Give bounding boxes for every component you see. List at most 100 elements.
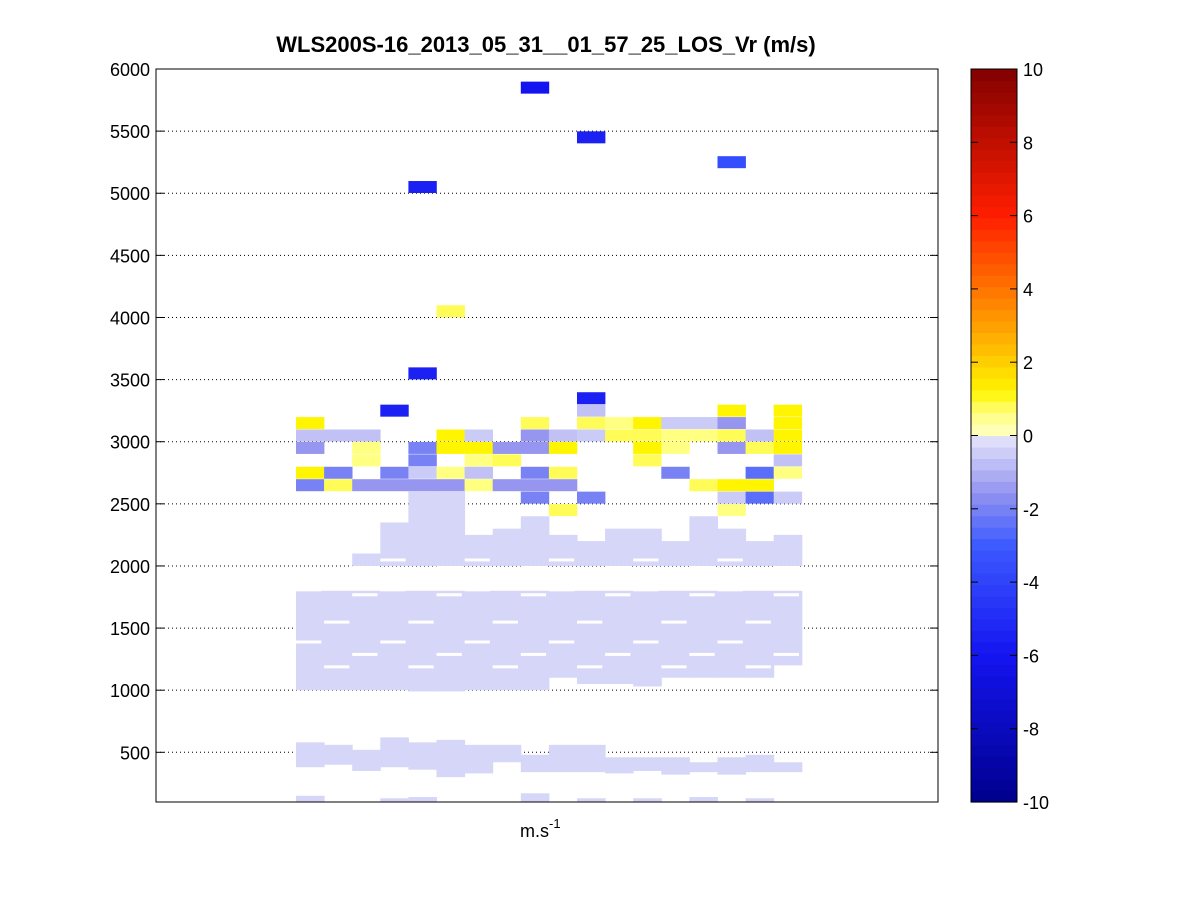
heatmap-gap: [296, 558, 322, 562]
heatmap-cell: [324, 466, 353, 479]
heatmap-cell: [492, 441, 522, 454]
colorbar-segment: [971, 779, 1017, 792]
heatmap-cell: [717, 441, 746, 454]
colorbar-tick-label: 8: [1023, 133, 1033, 153]
heatmap-gap: [633, 640, 659, 644]
colorbar-segment: [971, 527, 1017, 540]
colorbar-segment: [971, 653, 1017, 666]
heatmap-gap: [492, 620, 518, 624]
heatmap-gap: [464, 558, 490, 562]
heatmap-gap: [520, 593, 547, 597]
heatmap-cell: [577, 429, 606, 442]
colorbar-tick-label: -10: [1023, 793, 1049, 813]
heatmap-band: [436, 590, 466, 692]
heatmap-band: [661, 541, 690, 566]
colorbar-segment: [971, 160, 1017, 173]
colorbar-segment: [971, 320, 1017, 334]
heatmap-gap: [745, 620, 771, 624]
heatmap-cell: [520, 466, 550, 479]
x-axis-label: m.s-1: [520, 816, 561, 841]
heatmap-cell: [745, 466, 774, 479]
heatmap-gap: [492, 665, 518, 669]
heatmap-cell: [352, 441, 381, 454]
y-tick-label: 2000: [110, 557, 150, 577]
heatmap-gap: [380, 575, 406, 579]
heatmap-cell: [520, 491, 550, 504]
heatmap-cell: [577, 491, 606, 504]
colorbar-segment: [971, 206, 1017, 219]
heatmap-band: [689, 516, 718, 566]
heatmap-cell: [324, 429, 353, 442]
colorbar-segment: [971, 630, 1017, 643]
heatmap-band: [577, 744, 606, 773]
heatmap-cell: [520, 441, 550, 454]
heatmap-cell: [689, 417, 718, 430]
heatmap-gap: [464, 575, 490, 579]
heatmap-cell: [380, 466, 409, 479]
heatmap-cell: [380, 479, 409, 492]
colorbar-segment: [971, 790, 1017, 803]
heatmap-band: [633, 798, 662, 802]
heatmap-band: [577, 541, 606, 566]
heatmap-cell: [577, 417, 606, 430]
x-axis-label-base: m.s: [520, 821, 549, 841]
colorbar-segment: [971, 137, 1017, 150]
colorbar-tick-label: -4: [1023, 573, 1039, 593]
heatmap-cell: [773, 417, 803, 430]
y-tick-label: 5000: [110, 184, 150, 204]
heatmap-band: [408, 797, 437, 802]
heatmap-cells: [296, 81, 803, 517]
heatmap-band: [296, 742, 325, 768]
heatmap-cell: [633, 429, 662, 442]
heatmap-cell: [296, 429, 325, 442]
heatmap-band: [520, 516, 550, 566]
heatmap-gap: [548, 640, 575, 644]
y-tick-label: 6000: [110, 60, 150, 80]
heatmap-band: [408, 491, 437, 566]
heatmap-cell: [436, 441, 465, 454]
heatmap-gap: [605, 652, 631, 656]
colorbar-segment: [971, 538, 1017, 551]
y-tick-label: 2500: [110, 495, 150, 515]
heatmap-cell: [296, 417, 325, 430]
heatmap-cell: [548, 479, 578, 492]
svg-text:m.s-1: m.s-1: [520, 816, 561, 841]
heatmap-gap: [605, 565, 631, 569]
heatmap-cell: [717, 429, 746, 442]
heatmap-cell: [464, 441, 493, 454]
colorbar-segment: [971, 492, 1017, 505]
colorbar-segment: [971, 641, 1017, 654]
heatmap-cell: [296, 441, 325, 454]
heatmap-gap: [464, 640, 490, 644]
heatmap-cell: [408, 181, 437, 194]
heatmap-band: [689, 797, 718, 802]
heatmap-band: [380, 737, 409, 768]
colorbar-segment: [971, 756, 1017, 769]
heatmap-cell: [520, 429, 550, 442]
colorbar-segment: [971, 515, 1017, 528]
colorbar-tick-label: 4: [1023, 280, 1033, 300]
colorbar-segment: [971, 446, 1017, 460]
chart-title: WLS200S-16_2013_05_31__01_57_25_LOS_Vr (…: [276, 32, 815, 57]
colorbar-segment: [971, 240, 1017, 253]
heatmap-gap: [661, 665, 687, 669]
heatmap-cell: [773, 454, 803, 467]
heatmap-gap: [408, 620, 434, 624]
heatmap-cell: [436, 479, 465, 492]
colorbar-segment: [971, 572, 1017, 585]
heatmap-band: [296, 795, 325, 802]
heatmap-band: [324, 744, 353, 765]
heatmap-band: [548, 590, 578, 678]
heatmap-gap: [717, 558, 743, 562]
heatmap-band: [520, 590, 550, 691]
heatmap-band: [633, 757, 662, 771]
heatmap-cell: [464, 479, 493, 492]
heatmap-band: [324, 590, 353, 691]
heatmap-band: [520, 754, 550, 773]
heatmap-band: [436, 739, 466, 778]
heatmap-cell: [745, 429, 774, 442]
heatmap-cell: [436, 466, 465, 479]
heatmap-gap: [324, 572, 350, 576]
colorbar-segment: [971, 366, 1017, 379]
heatmap-gap: [436, 593, 462, 597]
